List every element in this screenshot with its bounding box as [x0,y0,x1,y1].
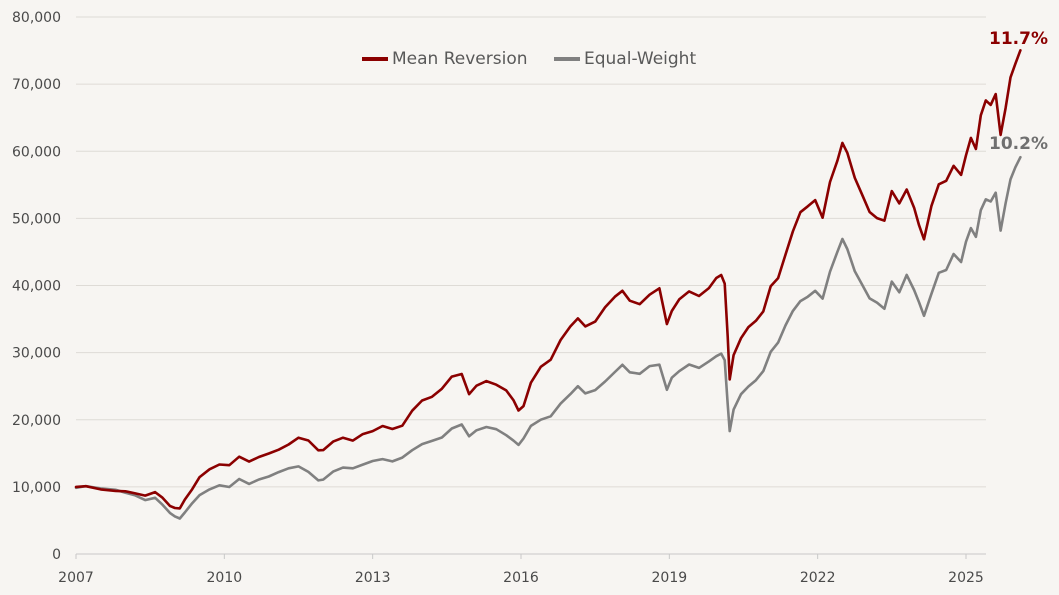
x-axis-ticks [75,554,967,559]
y-tick-label: 20,000 [12,413,61,429]
legend-label-equal-weight: Equal-Weight [584,49,696,69]
x-tick-label: 2025 [948,570,984,586]
end-label-equal-weight: 10.2% [989,134,1048,154]
legend-item-mean-reversion: Mean Reversion [362,49,528,69]
x-tick-label: 2007 [58,570,94,586]
legend: Mean Reversion Equal-Weight [362,49,696,69]
x-tick-label: 2010 [207,570,243,586]
y-tick-label: 50,000 [12,211,61,227]
x-tick-label: 2016 [503,570,539,586]
end-label-mean-reversion: 11.7% [989,29,1048,49]
series-line-equal-weight [74,155,1022,520]
y-tick-label: 60,000 [12,144,61,160]
y-tick-label: 40,000 [12,279,61,295]
y-tick-label: 30,000 [12,346,61,362]
x-tick-label: 2013 [355,570,391,586]
legend-item-equal-weight: Equal-Weight [554,49,696,69]
y-tick-label: 10,000 [12,480,61,496]
x-tick-label: 2022 [800,570,836,586]
series-lines [74,49,1022,520]
x-tick-label: 2019 [652,570,688,586]
series-line-mean-reversion [74,49,1022,510]
gridlines [76,16,986,488]
y-axis-labels: 0 10,000 20,000 30,000 40,000 50,000 60,000 70,… [12,10,61,563]
y-tick-label: 70,000 [12,77,61,93]
y-tick-label: 0 [52,547,61,563]
legend-label-mean-reversion: Mean Reversion [392,49,528,69]
y-tick-label: 80,000 [12,10,61,26]
x-axis-labels: 2007 2010 2013 2016 2019 2022 2025 [58,570,984,586]
